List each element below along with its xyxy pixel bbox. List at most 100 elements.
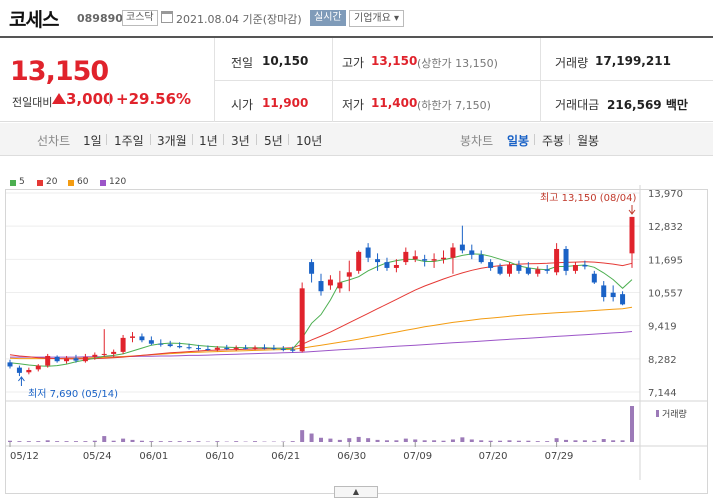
chart-scroll-handle[interactable]: ▲ [334,486,378,498]
tab-monthly[interactable]: 월봉 [577,134,600,148]
volume-bar [375,439,380,442]
volume-bar [630,406,634,442]
volume-bar [516,440,521,442]
candle-body [488,262,494,268]
tab-period[interactable]: 1주일 [114,134,144,148]
candle-body [525,267,531,274]
divider [569,134,570,145]
candle-body [478,254,484,263]
volume-legend-swatch [656,410,659,417]
volume-bar [611,440,616,442]
volume-bar [366,438,371,442]
candle-body [337,282,343,289]
candle-body [469,250,475,255]
candle-body [205,348,211,350]
volume-bar [17,441,22,442]
candle-body [299,288,305,352]
volume-bar [45,440,50,442]
candle-body [506,265,512,274]
realtime-button[interactable]: 실시간 [310,10,346,26]
y-tick-label: 9,419 [648,322,677,333]
candle-body [280,348,286,350]
legend-swatch [10,180,16,186]
tab-period[interactable]: 3개월 [157,134,187,148]
candle-body [610,292,616,298]
price-summary: 13,150 전일대비 3,000 +29.56% 전일 10,150 고가 1… [0,36,713,122]
divider [109,92,110,106]
candle-body [422,259,428,261]
divider [534,134,535,145]
tab-weekly[interactable]: 주봉 [542,134,565,148]
candle-body [130,336,136,338]
divider [256,134,257,145]
tab-period[interactable]: 3년 [231,134,250,148]
volume-bar [328,438,333,442]
company-overview-dropdown[interactable]: 기업개요 ▾ [349,10,404,27]
candle-body [450,247,456,258]
current-price: 13,150 [10,56,109,87]
tab-daily[interactable]: 일봉 [507,134,530,148]
candle-body [497,266,503,274]
candle-body [92,354,98,357]
candle-body [64,358,70,362]
y-tick-label: 11,695 [648,255,683,266]
legend-swatch [37,180,43,186]
candle-body [309,262,315,274]
divider [150,134,151,145]
candle-body [139,336,145,341]
volume-bar [83,441,88,442]
prev-close-value: 10,150 [262,54,309,68]
x-tick-label: 07/29 [545,451,574,462]
candle-body [261,347,267,349]
volume-bar [384,440,389,442]
price-diff: 3,000 [66,90,114,108]
price-rate: +29.56% [116,90,192,108]
divider [214,80,713,81]
legend-ma60: 60 [77,177,89,187]
ma60-line [9,306,633,360]
up-arrow-icon [52,93,66,104]
candle-body [252,347,258,349]
candle-body [554,248,560,273]
volume-bar [460,437,465,442]
volume-bar [526,440,531,442]
y-tick-label: 13,970 [648,189,683,200]
candle-body [375,259,381,263]
chart-tabs: 선차트 1일 1주일 3개월 1년 3년 5년 10년 봉차트 일봉 주봉 월봉 [0,123,713,156]
volume-bar [479,440,484,442]
candle-body [271,348,277,350]
volume-bar [488,440,493,442]
volume-bar [177,441,182,442]
volume-bar [111,440,116,442]
x-tick-label: 07/09 [403,451,432,462]
volume-bar [469,439,474,442]
tab-period[interactable]: 1일 [83,134,102,148]
candle-body [318,281,324,292]
low-value: 11,400 [371,96,418,110]
volume-bar [130,439,135,442]
tab-period[interactable]: 5년 [264,134,283,148]
divider [223,134,224,145]
divider [288,134,289,145]
volume-bar [337,439,342,442]
price-chart[interactable]: 13,970 12,832 11,695 10,557 9,419 8,282 7,144 거… [0,160,713,490]
tab-period[interactable]: 10년 [296,134,323,148]
volume-bar [441,440,446,442]
candle-body [384,262,390,268]
x-tick-label: 07/20 [479,451,508,462]
candle-body [431,259,437,261]
lower-limit: (하한가 7,150) [417,99,491,112]
candle-body [45,355,51,366]
volume-bar [36,441,41,442]
x-tick-label: 06/30 [337,451,366,462]
volume-bar [73,441,78,442]
tab-period[interactable]: 1년 [199,134,218,148]
volume-bar [573,440,578,442]
candle-chart-label: 봉차트 [460,134,494,148]
volume-bar [26,441,31,442]
candle-body [167,344,173,347]
candle-body [327,279,333,286]
candle-body [186,347,192,349]
y-tick-label: 12,832 [648,222,683,233]
y-tick-label: 10,557 [648,289,683,300]
